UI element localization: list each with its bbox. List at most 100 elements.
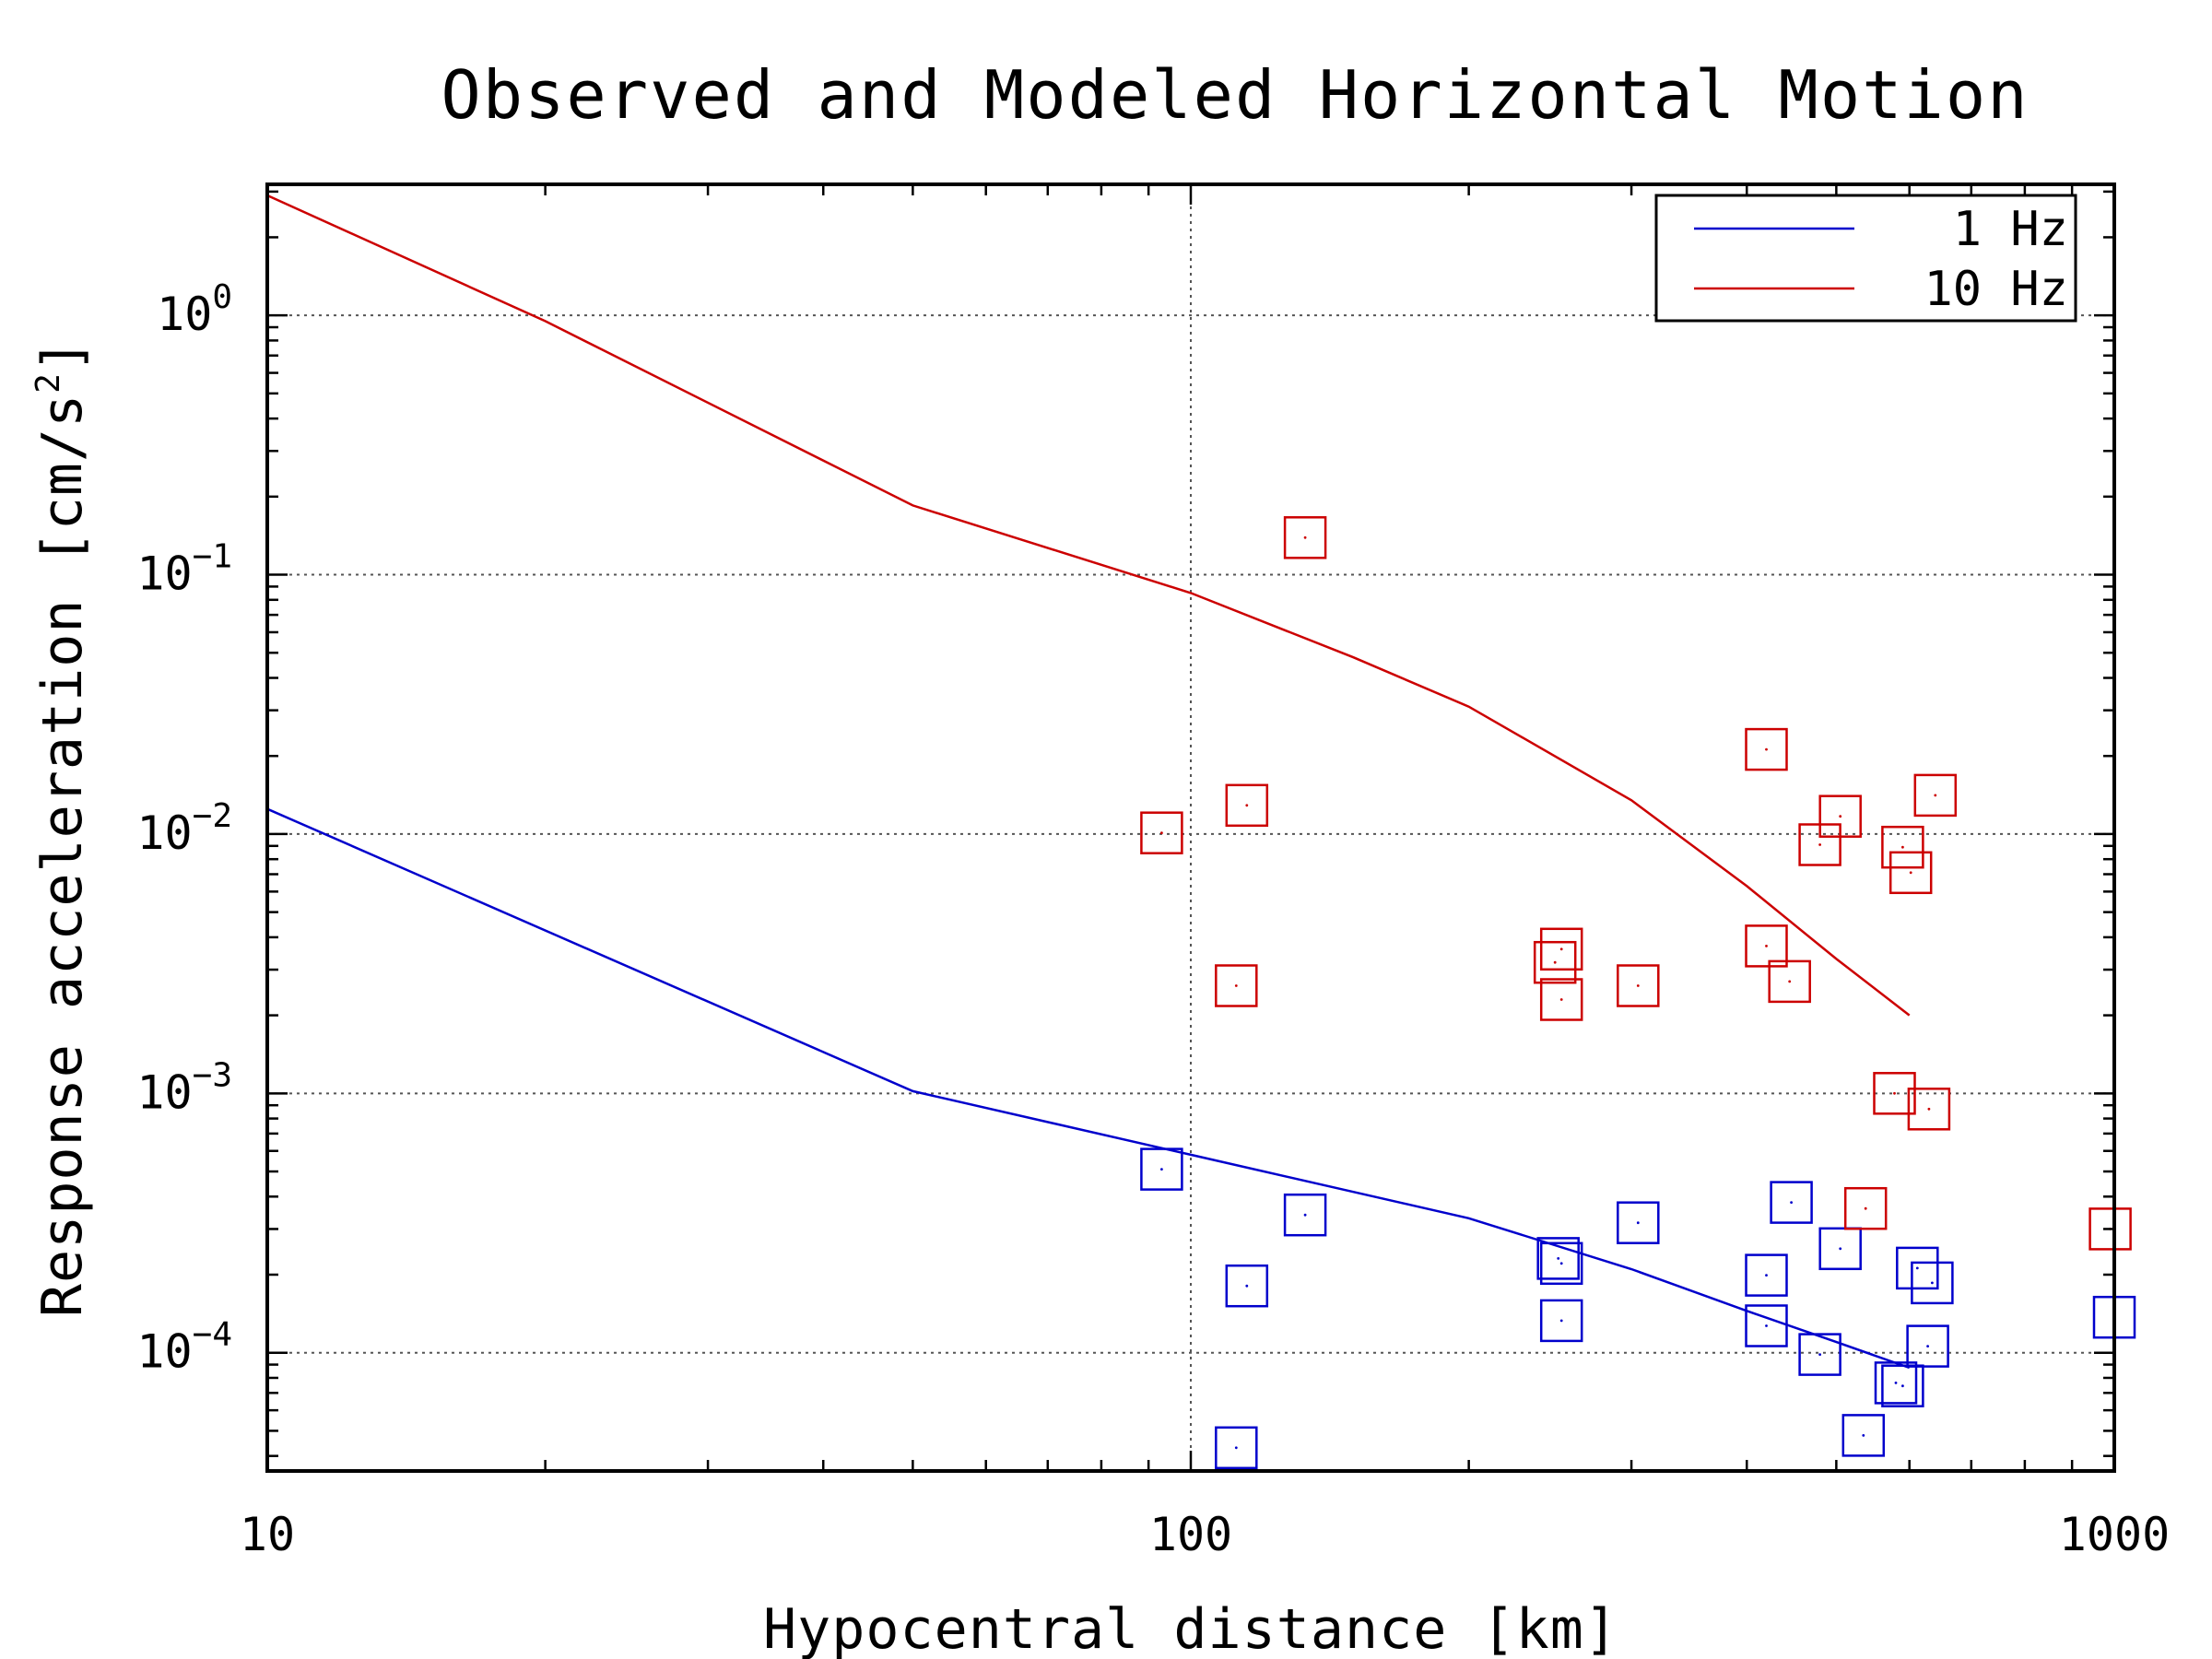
legend-label-1hz: 1 Hz bbox=[1953, 202, 2068, 257]
y-tick-label-1: 10−1 bbox=[136, 538, 232, 601]
marker-dot-s1-0 bbox=[1160, 831, 1163, 835]
marker-dot-s0-7 bbox=[1636, 1221, 1640, 1225]
marker-dot-s1-15 bbox=[1901, 845, 1904, 849]
marker-dot-s1-12 bbox=[1839, 815, 1842, 818]
legend-box bbox=[1654, 194, 2077, 323]
marker-s1-19 bbox=[2088, 1207, 2132, 1251]
marker-s0-4 bbox=[1536, 1237, 1580, 1280]
marker-s0-9 bbox=[1745, 1304, 1788, 1347]
marker-s0-13 bbox=[1841, 1414, 1886, 1457]
x-tick-label-0: 10 bbox=[240, 1508, 295, 1561]
marker-s1-9 bbox=[1745, 924, 1788, 968]
marker-s1-16 bbox=[1888, 851, 1933, 895]
marker-dot-s0-18 bbox=[1931, 1281, 1934, 1285]
observed-markers bbox=[1140, 516, 2136, 1470]
marker-dot-s0-1 bbox=[1234, 1446, 1238, 1450]
marker-dot-s0-15 bbox=[1901, 1384, 1904, 1388]
marker-s1-1 bbox=[1215, 964, 1258, 1007]
y-tick-label-exp-1: −1 bbox=[193, 538, 232, 576]
y-tick-label-exp-0: 0 bbox=[212, 278, 232, 316]
marker-s0-8 bbox=[1745, 1253, 1788, 1297]
marker-dot-s1-9 bbox=[1765, 945, 1768, 947]
y-axis-label: Response acceleration [cm/s2] bbox=[29, 338, 95, 1317]
marker-s0-14 bbox=[1874, 1361, 1918, 1405]
marker-s0-15 bbox=[1881, 1364, 1924, 1407]
marker-s1-13 bbox=[1843, 1186, 1888, 1230]
marker-dot-s1-18 bbox=[1934, 794, 1937, 797]
marker-s1-2 bbox=[1225, 783, 1269, 828]
marker-s1-3 bbox=[1283, 516, 1327, 559]
minor-ticks bbox=[265, 184, 2116, 1471]
y-tick-label-4: 10−4 bbox=[136, 1316, 232, 1379]
marker-dot-s0-5 bbox=[1559, 1262, 1563, 1265]
marker-s0-17 bbox=[1906, 1324, 1949, 1368]
y-tick-label-exp-3: −3 bbox=[193, 1056, 232, 1094]
marker-s1-4 bbox=[1533, 940, 1577, 984]
marker-dot-s1-16 bbox=[1909, 871, 1912, 875]
marker-s0-1 bbox=[1215, 1426, 1258, 1470]
marker-s0-7 bbox=[1617, 1201, 1660, 1244]
y-axis-label-end: ] bbox=[30, 338, 95, 372]
x-tick-label-1: 100 bbox=[1149, 1508, 1232, 1561]
marker-dot-s1-7 bbox=[1636, 984, 1640, 987]
y-tick-label-2: 10−2 bbox=[136, 797, 232, 860]
marker-dot-s1-13 bbox=[1864, 1206, 1867, 1210]
marker-dot-s0-11 bbox=[1818, 1353, 1821, 1356]
y-tick-label-3: 10−3 bbox=[136, 1056, 232, 1119]
x-axis-label: Hypocentral distance [km] bbox=[763, 1597, 1618, 1659]
marker-dot-s0-3 bbox=[1303, 1213, 1307, 1217]
x-tick-labels: 10 100 1000 bbox=[240, 1508, 2170, 1561]
marker-s0-0 bbox=[1140, 1147, 1183, 1191]
marker-dot-s1-2 bbox=[1245, 804, 1249, 807]
y-tick-label-0: 100 bbox=[157, 278, 232, 341]
legend: 1 Hz 10 Hz bbox=[1654, 194, 2077, 323]
marker-dot-s1-6 bbox=[1559, 998, 1563, 1001]
marker-s1-6 bbox=[1539, 978, 1583, 1021]
marker-s1-14 bbox=[1873, 1072, 1916, 1115]
legend-label-10hz: 10 Hz bbox=[1924, 262, 2068, 317]
marker-s1-5 bbox=[1539, 927, 1583, 971]
marker-dot-s1-17 bbox=[1927, 1107, 1931, 1111]
marker-dot-s0-10 bbox=[1790, 1201, 1793, 1204]
marker-dot-s1-5 bbox=[1559, 947, 1563, 951]
marker-dot-s0-6 bbox=[1559, 1319, 1563, 1323]
marker-s0-18 bbox=[1911, 1261, 1954, 1305]
marker-s1-17 bbox=[1907, 1088, 1951, 1131]
marker-dot-s0-14 bbox=[1894, 1382, 1898, 1384]
marker-dot-s0-8 bbox=[1765, 1274, 1768, 1277]
x-tick-label-2: 1000 bbox=[2059, 1508, 2170, 1561]
marker-s1-0 bbox=[1140, 811, 1183, 854]
marker-dot-s0-2 bbox=[1245, 1284, 1249, 1288]
marker-dot-s1-3 bbox=[1303, 535, 1307, 539]
marker-s1-18 bbox=[1913, 773, 1958, 818]
y-tick-label-base-1: 10 bbox=[136, 547, 192, 601]
marker-dot-s0-17 bbox=[1926, 1345, 1930, 1347]
model-line-1 bbox=[266, 194, 1911, 1017]
y-axis-label-superscript: 2 bbox=[29, 372, 67, 394]
marker-s0-10 bbox=[1770, 1181, 1813, 1224]
marker-dot-s1-11 bbox=[1818, 843, 1821, 846]
y-tick-label-base-0: 10 bbox=[157, 288, 212, 341]
marker-dot-s0-4 bbox=[1557, 1257, 1560, 1260]
y-tick-label-base-4: 10 bbox=[136, 1325, 192, 1379]
y-tick-label-exp-4: −4 bbox=[193, 1316, 232, 1354]
marker-dot-s0-12 bbox=[1839, 1247, 1842, 1251]
marker-dot-s1-4 bbox=[1553, 960, 1557, 964]
chart-title: Observed and Modeled Horizontal Motion bbox=[441, 56, 2029, 134]
marker-s0-5 bbox=[1539, 1241, 1583, 1286]
marker-s1-8 bbox=[1745, 727, 1788, 771]
y-tick-label-base-2: 10 bbox=[136, 806, 192, 860]
marker-s0-6 bbox=[1539, 1299, 1583, 1343]
grid-lines bbox=[267, 184, 2114, 1471]
marker-s0-12 bbox=[1818, 1227, 1862, 1271]
marker-s1-15 bbox=[1881, 825, 1924, 869]
marker-dot-s1-8 bbox=[1765, 747, 1768, 751]
marker-dot-s0-0 bbox=[1160, 1168, 1163, 1171]
marker-s0-11 bbox=[1798, 1333, 1841, 1376]
y-tick-label-base-3: 10 bbox=[136, 1065, 192, 1119]
y-tick-label-exp-2: −2 bbox=[193, 797, 232, 835]
marker-s0-3 bbox=[1283, 1193, 1327, 1237]
marker-dot-s0-16 bbox=[1915, 1266, 1919, 1270]
